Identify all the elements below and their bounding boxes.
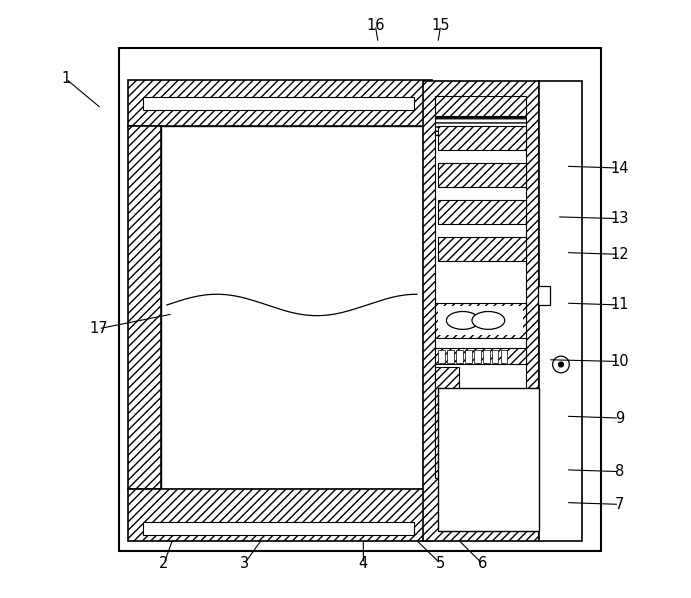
Text: 9: 9 xyxy=(615,411,624,426)
Bar xyxy=(129,80,432,126)
Text: 3: 3 xyxy=(240,556,249,571)
Bar xyxy=(435,348,526,364)
Bar xyxy=(438,388,539,531)
Bar xyxy=(435,96,526,115)
Bar xyxy=(129,126,161,490)
Bar xyxy=(539,81,582,541)
Text: 6: 6 xyxy=(477,556,487,571)
Bar xyxy=(538,286,549,305)
Bar xyxy=(143,97,414,109)
Bar xyxy=(120,48,601,551)
Text: 12: 12 xyxy=(610,247,629,262)
Bar xyxy=(435,303,526,338)
Bar xyxy=(438,163,526,187)
Bar xyxy=(492,350,498,363)
Bar xyxy=(474,350,481,363)
Text: 13: 13 xyxy=(610,211,629,226)
Ellipse shape xyxy=(472,312,504,329)
Bar xyxy=(435,367,460,478)
Circle shape xyxy=(558,362,563,367)
Bar xyxy=(435,117,526,135)
Bar xyxy=(438,237,526,261)
Text: 4: 4 xyxy=(359,556,368,571)
Text: 11: 11 xyxy=(610,297,629,312)
Bar xyxy=(143,522,414,535)
Text: 7: 7 xyxy=(614,497,624,512)
Bar xyxy=(438,306,524,335)
Bar xyxy=(438,200,526,224)
Bar xyxy=(129,490,432,541)
Bar xyxy=(456,350,463,363)
Bar xyxy=(435,130,526,478)
Bar xyxy=(161,126,432,490)
Text: 15: 15 xyxy=(431,18,450,33)
Text: 5: 5 xyxy=(436,556,446,571)
Bar xyxy=(438,126,526,150)
Text: 17: 17 xyxy=(89,321,108,336)
Bar xyxy=(423,81,539,541)
Text: 14: 14 xyxy=(610,160,629,176)
Bar xyxy=(501,350,507,363)
Bar xyxy=(465,350,472,363)
Bar xyxy=(447,350,454,363)
Text: 2: 2 xyxy=(159,556,169,571)
Text: 16: 16 xyxy=(366,18,384,33)
Text: 1: 1 xyxy=(61,71,70,86)
Bar xyxy=(438,350,445,363)
Ellipse shape xyxy=(446,312,479,329)
Text: 8: 8 xyxy=(615,464,624,479)
Text: 10: 10 xyxy=(610,354,629,369)
Bar xyxy=(483,350,489,363)
